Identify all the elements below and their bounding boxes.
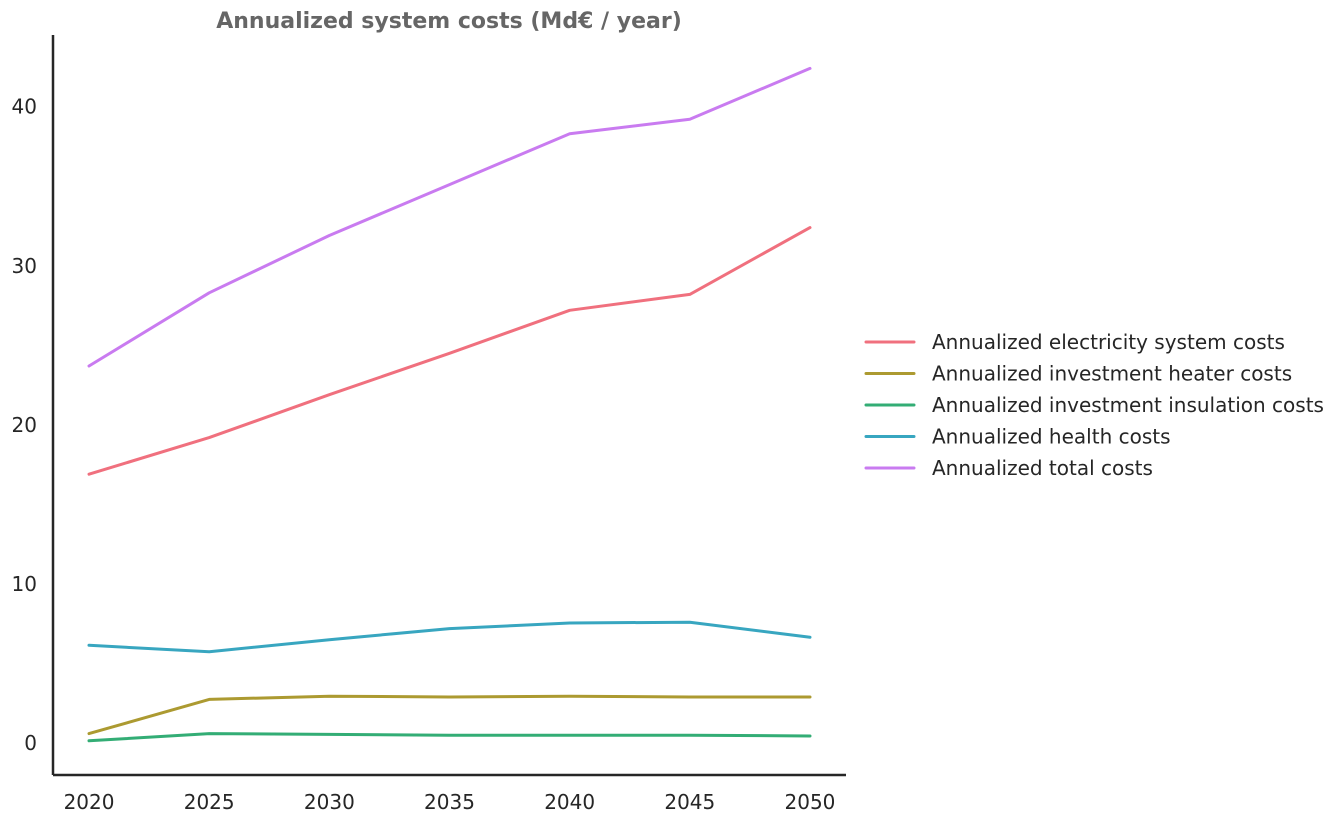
y-tick-label: 40 [12,95,37,119]
legend-label: Annualized total costs [932,456,1153,480]
legend-item: Annualized health costs [864,425,1171,449]
y-tick-label: 30 [12,254,37,278]
legend: Annualized electricity system costs Annua… [864,330,1324,480]
x-tick-label: 2030 [304,790,355,814]
series-line-1 [87,226,812,476]
x-tick-label: 2025 [184,790,235,814]
x-tick-label: 2040 [544,790,595,814]
x-axis-ticks: 2020 2025 2030 2035 2040 2045 2050 [64,790,836,814]
axes [51,35,846,777]
x-tick-label: 2035 [424,790,475,814]
y-tick-label: 10 [12,572,37,596]
chart-title: Annualized system costs (Md€ / year) [216,9,682,34]
y-axis-ticks: 0 10 20 30 40 [12,95,37,756]
series-line-4 [87,620,812,654]
legend-label: Annualized investment heater costs [932,362,1292,386]
x-tick-label: 2020 [64,790,115,814]
legend-item: Annualized total costs [864,456,1153,480]
x-tick-label: 2045 [664,790,715,814]
series-lines [87,66,812,743]
series-line-5 [87,66,812,368]
series-line-2 [87,694,812,736]
legend-item: Annualized investment insulation costs [864,393,1324,417]
series-line-3 [87,732,812,743]
y-tick-label: 20 [12,413,37,437]
legend-item: Annualized electricity system costs [864,330,1285,354]
legend-item: Annualized investment heater costs [864,362,1292,386]
x-tick-label: 2050 [785,790,836,814]
y-tick-label: 0 [24,731,37,755]
legend-label: Annualized electricity system costs [932,330,1285,354]
legend-label: Annualized health costs [932,425,1171,449]
legend-label: Annualized investment insulation costs [932,393,1324,417]
